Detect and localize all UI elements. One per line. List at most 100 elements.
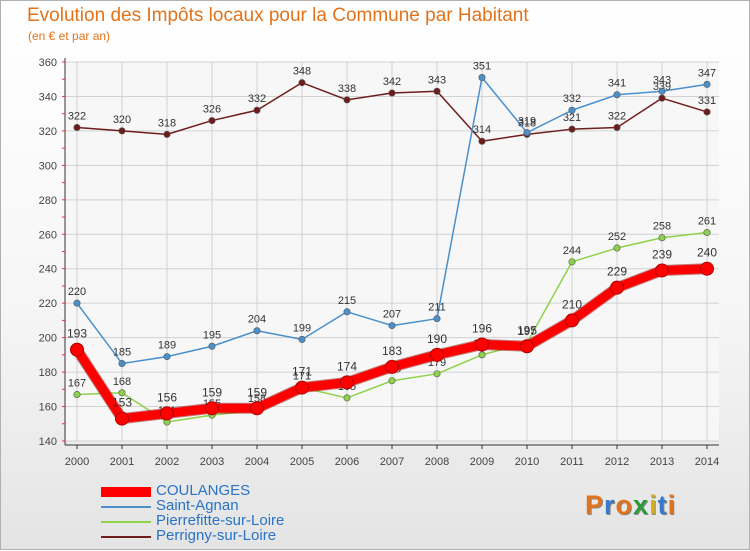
data-label-coulanges: 156 xyxy=(157,390,177,404)
data-label-coulanges: 196 xyxy=(472,322,492,336)
x-tick-label: 2007 xyxy=(380,456,404,468)
data-point-coulanges xyxy=(565,313,579,328)
data-label-perrigny-sur-loire: 326 xyxy=(203,104,221,116)
data-label-saint-agnan: 220 xyxy=(68,286,86,298)
data-point-pierrefitte-sur-loire xyxy=(703,229,711,237)
x-tick-label: 2000 xyxy=(65,456,89,468)
data-label-perrigny-sur-loire: 331 xyxy=(698,95,716,107)
chart-title: Evolution des Impôts locaux pour la Comm… xyxy=(27,5,529,26)
data-label-saint-agnan: 215 xyxy=(338,295,356,307)
data-label-pierrefitte-sur-loire: 244 xyxy=(563,245,581,257)
data-label-perrigny-sur-loire: 342 xyxy=(383,76,401,88)
logo-letter: t xyxy=(657,490,668,520)
data-point-perrigny-sur-loire xyxy=(388,89,396,97)
x-tick-label: 2002 xyxy=(155,456,179,468)
data-point-saint-agnan xyxy=(703,80,711,88)
data-label-pierrefitte-sur-loire: 252 xyxy=(608,231,626,243)
data-label-perrigny-sur-loire: 322 xyxy=(608,110,626,122)
data-point-coulanges xyxy=(430,347,444,362)
data-label-perrigny-sur-loire: 318 xyxy=(158,117,176,129)
logo-letter: P xyxy=(585,490,605,520)
data-point-pierrefitte-sur-loire xyxy=(118,389,126,397)
x-tick-label: 2008 xyxy=(425,456,449,468)
data-label-saint-agnan: 199 xyxy=(293,322,311,334)
data-label-saint-agnan: 207 xyxy=(383,309,401,321)
legend-label: Pierrefitte-sur-Loire xyxy=(156,512,285,529)
data-point-coulanges xyxy=(250,401,264,416)
data-point-pierrefitte-sur-loire xyxy=(433,370,441,378)
data-label-coulanges: 159 xyxy=(202,385,222,399)
legend-swatch xyxy=(101,487,151,497)
data-label-perrigny-sur-loire: 321 xyxy=(563,112,581,124)
data-label-saint-agnan: 319 xyxy=(518,116,536,128)
legend-swatch xyxy=(101,506,151,508)
data-label-perrigny-sur-loire: 348 xyxy=(293,66,311,78)
data-label-saint-agnan: 332 xyxy=(563,93,581,105)
data-label-saint-agnan: 204 xyxy=(248,314,266,326)
data-label-pierrefitte-sur-loire: 258 xyxy=(653,221,671,233)
data-label-saint-agnan: 189 xyxy=(158,340,176,352)
y-tick-label: 160 xyxy=(39,402,57,414)
x-tick-label: 2014 xyxy=(695,456,719,468)
data-label-perrigny-sur-loire: 314 xyxy=(473,124,491,136)
logo-letter: i xyxy=(649,490,658,520)
data-point-saint-agnan xyxy=(208,342,216,350)
data-point-saint-agnan xyxy=(658,87,666,95)
x-tick-label: 2009 xyxy=(470,456,494,468)
data-point-saint-agnan xyxy=(163,353,171,361)
data-point-perrigny-sur-loire xyxy=(478,137,486,145)
data-point-perrigny-sur-loire xyxy=(433,87,441,95)
x-tick-label: 2006 xyxy=(335,456,359,468)
data-point-pierrefitte-sur-loire xyxy=(478,351,486,359)
data-label-perrigny-sur-loire: 320 xyxy=(113,114,131,126)
x-tick-label: 2003 xyxy=(200,456,224,468)
data-label-coulanges: 195 xyxy=(517,323,537,337)
y-tick-label: 140 xyxy=(39,436,57,448)
data-point-coulanges xyxy=(115,411,129,426)
data-label-pierrefitte-sur-loire: 171 xyxy=(293,371,311,383)
data-point-coulanges xyxy=(70,342,84,357)
y-tick-label: 280 xyxy=(39,195,57,207)
data-point-coulanges xyxy=(610,280,624,295)
y-tick-label: 180 xyxy=(39,367,57,379)
x-tick-label: 2012 xyxy=(605,456,629,468)
proxiti-logo: Proxiti xyxy=(585,490,676,521)
data-point-coulanges xyxy=(520,339,534,354)
logo-letter: x xyxy=(633,490,650,520)
data-label-coulanges: 239 xyxy=(652,247,672,261)
data-point-saint-agnan xyxy=(523,129,531,137)
data-point-coulanges xyxy=(160,406,174,421)
data-point-perrigny-sur-loire xyxy=(658,94,666,102)
legend-label: Saint-Agnan xyxy=(156,497,239,514)
data-label-perrigny-sur-loire: 332 xyxy=(248,93,266,105)
y-tick-label: 300 xyxy=(39,160,57,172)
data-point-coulanges xyxy=(340,375,354,390)
logo-letter: i xyxy=(667,490,677,520)
data-point-coulanges xyxy=(655,263,669,278)
data-label-saint-agnan: 347 xyxy=(698,67,716,79)
x-tick-label: 2005 xyxy=(290,456,314,468)
data-point-perrigny-sur-loire xyxy=(568,125,576,133)
y-tick-label: 320 xyxy=(39,126,57,138)
data-label-perrigny-sur-loire: 343 xyxy=(428,74,446,86)
data-point-saint-agnan xyxy=(298,335,306,343)
logo-letter: r xyxy=(604,490,616,520)
data-label-coulanges: 171 xyxy=(292,365,312,379)
data-point-perrigny-sur-loire xyxy=(73,123,81,131)
data-point-perrigny-sur-loire xyxy=(163,130,171,138)
data-label-coulanges: 210 xyxy=(562,297,582,311)
data-label-saint-agnan: 211 xyxy=(428,302,446,314)
data-label-coulanges: 174 xyxy=(337,359,357,373)
chart-subtitle: (en € et par an) xyxy=(28,29,111,43)
legend-swatch xyxy=(101,521,151,523)
data-point-coulanges xyxy=(295,380,309,395)
data-label-perrigny-sur-loire: 338 xyxy=(338,83,356,95)
data-point-saint-agnan xyxy=(343,308,351,316)
data-label-saint-agnan: 343 xyxy=(653,74,671,86)
data-point-saint-agnan xyxy=(433,315,441,323)
data-label-pierrefitte-sur-loire: 261 xyxy=(698,216,716,228)
data-label-saint-agnan: 185 xyxy=(113,346,131,358)
legend-label: Perrigny-sur-Loire xyxy=(156,527,277,544)
